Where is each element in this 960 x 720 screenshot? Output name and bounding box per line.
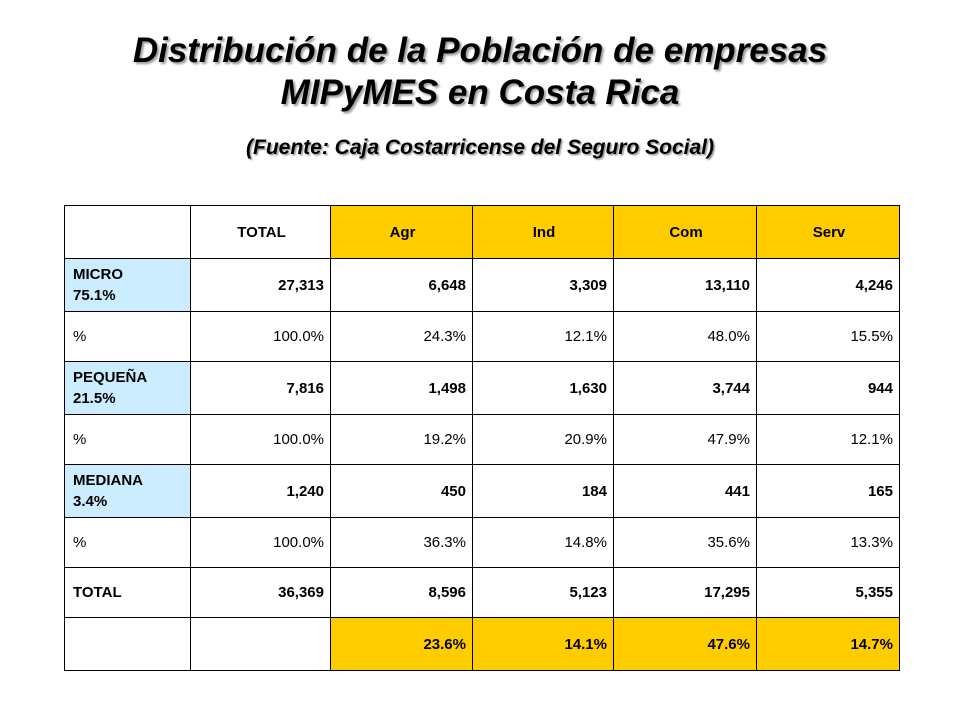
header-ind: Ind xyxy=(472,205,614,259)
cell-com: 441 xyxy=(613,464,757,518)
cell-serv-share: 14.7% xyxy=(756,617,900,671)
cell-agr-share: 23.6% xyxy=(330,617,473,671)
table-row-micro-percent: % 100.0% 24.3% 12.1% 48.0% 15.5% xyxy=(64,311,900,362)
cell-total: 27,313 xyxy=(190,258,331,312)
header-row: TOTAL Agr Ind Com Serv xyxy=(64,205,900,259)
source-subtitle: (Fuente: Caja Costarricense del Seguro S… xyxy=(246,136,714,159)
row-label-name: MICRO xyxy=(73,266,123,283)
header-total: TOTAL xyxy=(190,205,331,259)
table-row-mediana-percent: % 100.0% 36.3% 14.8% 35.6% 13.3% xyxy=(64,517,900,568)
cell-serv: 165 xyxy=(756,464,900,518)
title-line-2: MIPyMES en Costa Rica xyxy=(280,73,680,112)
row-label-name: PEQUEÑA xyxy=(73,369,148,386)
cell-serv: 5,355 xyxy=(756,567,900,618)
cell-ind: 20.9% xyxy=(472,414,614,465)
header-serv: Serv xyxy=(756,205,900,259)
table-row-micro: MICRO 75.1% 27,313 6,648 3,309 13,110 4,… xyxy=(64,258,900,312)
title-block: Distribución de la Población de empresas… xyxy=(0,30,960,160)
row-label-name: MEDIANA xyxy=(73,472,143,489)
cell-ind: 184 xyxy=(472,464,614,518)
table-row-total: TOTAL 36,369 8,596 5,123 17,295 5,355 xyxy=(64,567,900,618)
row-label-total: TOTAL xyxy=(64,567,191,618)
cell-serv: 12.1% xyxy=(756,414,900,465)
cell-serv: 4,246 xyxy=(756,258,900,312)
cell-total: 100.0% xyxy=(190,311,331,362)
cell-ind: 14.8% xyxy=(472,517,614,568)
cell-serv: 944 xyxy=(756,361,900,415)
cell-total: 7,816 xyxy=(190,361,331,415)
cell-serv: 13.3% xyxy=(756,517,900,568)
title-line-1: Distribución de la Población de empresas xyxy=(132,31,828,70)
cell-agr: 450 xyxy=(330,464,473,518)
cell-agr: 36.3% xyxy=(330,517,473,568)
header-com: Com xyxy=(613,205,757,259)
cell-agr: 24.3% xyxy=(330,311,473,362)
header-agr: Agr xyxy=(330,205,473,259)
cell-ind-share: 14.1% xyxy=(472,617,614,671)
table-row-pequena-percent: % 100.0% 19.2% 20.9% 47.9% 12.1% xyxy=(64,414,900,465)
mipymes-table: TOTAL Agr Ind Com Serv MICRO 75.1% 27,31… xyxy=(64,205,900,671)
cell-total: 36,369 xyxy=(190,567,331,618)
cell-com: 13,110 xyxy=(613,258,757,312)
row-label-percent: % xyxy=(64,311,191,362)
cell-ind: 1,630 xyxy=(472,361,614,415)
cell-ind: 12.1% xyxy=(472,311,614,362)
row-label-share: 3.4% xyxy=(73,493,108,510)
cell-agr: 1,498 xyxy=(330,361,473,415)
row-label-percent: % xyxy=(64,517,191,568)
cell-agr: 8,596 xyxy=(330,567,473,618)
row-label-empty xyxy=(64,617,191,671)
cell-com: 3,744 xyxy=(613,361,757,415)
row-label-share: 21.5% xyxy=(73,390,116,407)
table-row-pequena: PEQUEÑA 21.5% 7,816 1,498 1,630 3,744 94… xyxy=(64,361,900,415)
cell-total: 100.0% xyxy=(190,414,331,465)
cell-serv: 15.5% xyxy=(756,311,900,362)
cell-com: 48.0% xyxy=(613,311,757,362)
page-title: Distribución de la Población de empresas… xyxy=(0,30,960,114)
cell-ind: 3,309 xyxy=(472,258,614,312)
cell-total-empty xyxy=(190,617,331,671)
cell-total: 100.0% xyxy=(190,517,331,568)
row-label-mediana: MEDIANA 3.4% xyxy=(64,464,191,518)
cell-com: 35.6% xyxy=(613,517,757,568)
row-label-micro: MICRO 75.1% xyxy=(64,258,191,312)
cell-com-share: 47.6% xyxy=(613,617,757,671)
cell-com: 17,295 xyxy=(613,567,757,618)
cell-total: 1,240 xyxy=(190,464,331,518)
row-label-percent: % xyxy=(64,414,191,465)
table-row-mediana: MEDIANA 3.4% 1,240 450 184 441 165 xyxy=(64,464,900,518)
header-empty-cell xyxy=(64,205,191,259)
table-row-sector-share: 23.6% 14.1% 47.6% 14.7% xyxy=(64,617,900,671)
row-label-pequena: PEQUEÑA 21.5% xyxy=(64,361,191,415)
cell-agr: 6,648 xyxy=(330,258,473,312)
row-label-share: 75.1% xyxy=(73,287,116,304)
cell-ind: 5,123 xyxy=(472,567,614,618)
cell-com: 47.9% xyxy=(613,414,757,465)
cell-agr: 19.2% xyxy=(330,414,473,465)
